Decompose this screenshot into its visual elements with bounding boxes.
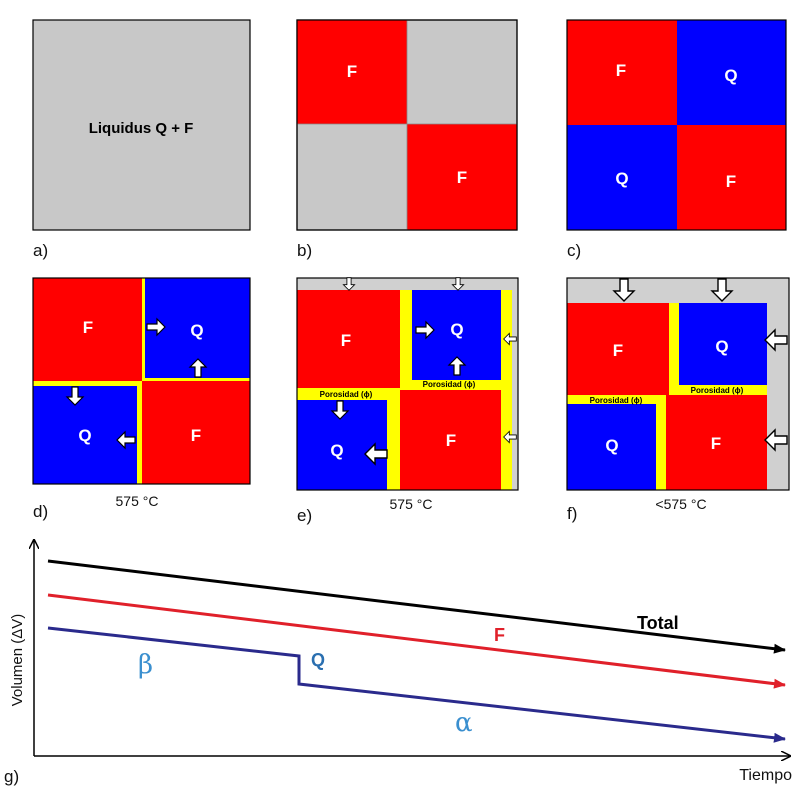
label-f-br: F: [191, 426, 201, 445]
panel-c: F Q Q F c): [566, 19, 787, 260]
label-q-bl: Q: [78, 426, 91, 445]
label-q-tr: Q: [724, 66, 737, 85]
label-f-br: F: [726, 172, 736, 191]
label-q-tr: Q: [715, 337, 728, 356]
beta-label: β: [138, 650, 153, 680]
panel-c-label: c): [567, 241, 581, 260]
label-q-tr: Q: [190, 321, 203, 340]
y-axis-label: Volumen (ΔV): [9, 614, 26, 707]
panel-e-temp: 575 °C: [390, 496, 433, 512]
alpha-label: α: [455, 708, 473, 738]
block-f-br: [407, 124, 517, 230]
label-f-tl: F: [347, 62, 357, 81]
panel-f: F Q Q F Porosidad (ϕ) Porosidad (ϕ) f) <…: [566, 277, 790, 523]
label-q-bl: Q: [605, 436, 618, 455]
panel-b-label: b): [297, 241, 312, 260]
label-f-tl: F: [83, 318, 93, 337]
block-f-tl: [297, 20, 407, 124]
liquidus-block: [32, 19, 251, 231]
panel-d-label: d): [33, 502, 48, 521]
panel-g-label: g): [4, 767, 19, 786]
panel-g: Volumen (ΔV) Tiempo g) Total F Q β α: [4, 540, 792, 786]
panel-a-label: a): [33, 241, 48, 260]
label-f-br: F: [446, 431, 456, 450]
panel-d: F Q Q F d) 575 °C: [32, 277, 251, 521]
x-axis-label: Tiempo: [739, 767, 792, 784]
panel-b: F F b): [296, 19, 518, 260]
label-f-tl: F: [616, 61, 626, 80]
label-f-br: F: [457, 168, 467, 187]
panel-e-label: e): [297, 506, 312, 525]
porosity-right: Porosidad (ϕ): [423, 380, 476, 389]
f-line: [47, 593, 786, 689]
porosity-left: Porosidad (ϕ): [320, 390, 373, 399]
label-f-tl: F: [613, 341, 623, 360]
porosity-right: Porosidad (ϕ): [691, 386, 744, 395]
label-q-bl: Q: [615, 169, 628, 188]
total-label: Total: [637, 613, 679, 633]
q-label: Q: [311, 650, 325, 670]
label-f-tl: F: [341, 331, 351, 350]
label-q-bl: Q: [330, 441, 343, 460]
panel-d-temp: 575 °C: [116, 493, 159, 509]
panel-a: Liquidus Q + F a): [32, 19, 251, 260]
q-line: [47, 626, 786, 743]
panel-f-temp: <575 °C: [655, 496, 706, 512]
panel-f-label: f): [567, 504, 577, 523]
f-label: F: [494, 625, 505, 645]
label-f-br: F: [711, 434, 721, 453]
porosity-left: Porosidad (ϕ): [590, 396, 643, 405]
label-q-tr: Q: [450, 320, 463, 339]
total-line: [47, 559, 786, 654]
liquidus-label: Liquidus Q + F: [89, 120, 194, 137]
panel-e: F Q Q F Porosidad (ϕ) Porosidad (ϕ) e) 5…: [296, 277, 519, 525]
